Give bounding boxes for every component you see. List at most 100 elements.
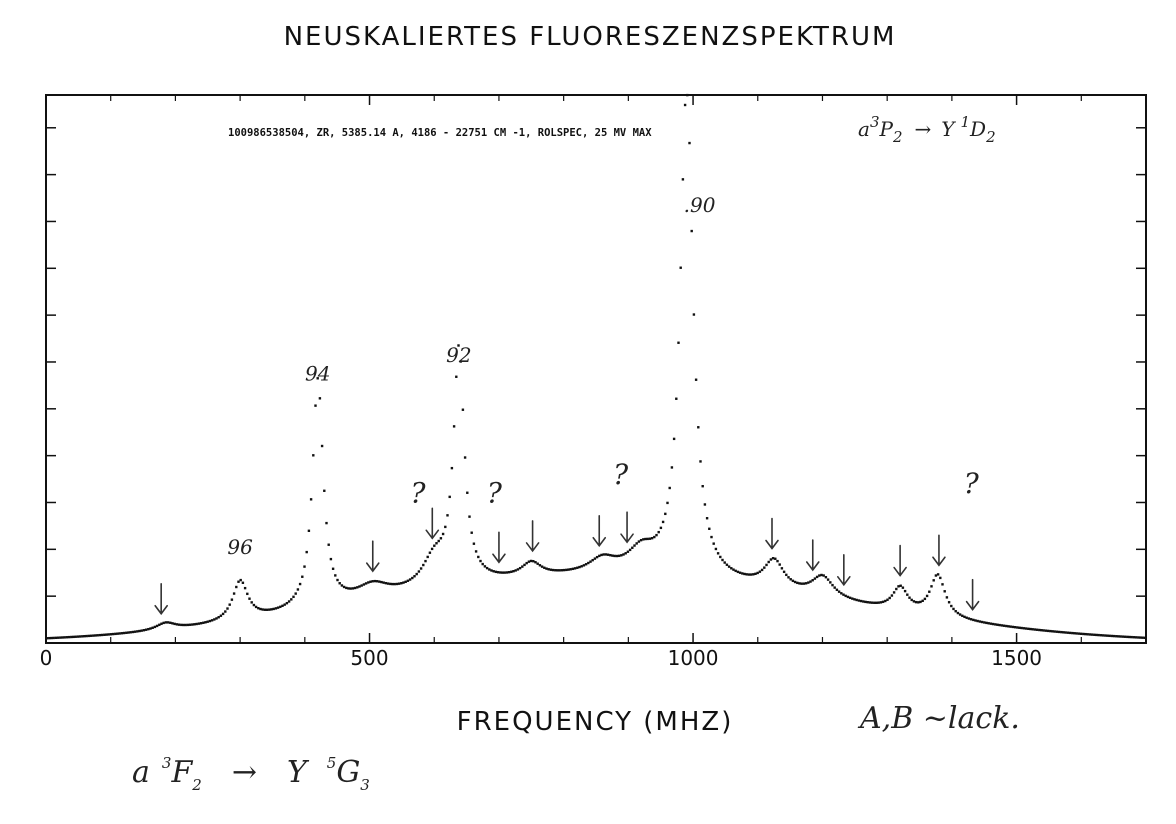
data-point <box>237 580 240 583</box>
data-point <box>1011 625 1015 629</box>
data-point <box>463 456 467 459</box>
x-tick-label: 500 <box>350 646 388 670</box>
data-point <box>653 535 656 539</box>
data-point <box>939 576 942 580</box>
data-point <box>736 570 740 574</box>
data-point <box>228 603 231 606</box>
data-point <box>529 559 533 563</box>
data-point <box>578 565 581 569</box>
data-point <box>331 567 335 570</box>
data-point <box>815 575 819 579</box>
data-point <box>1143 636 1147 640</box>
data-point <box>455 375 458 378</box>
bottom-note-lower: a <box>132 755 150 790</box>
data-point <box>1057 630 1061 634</box>
data-point <box>569 568 572 571</box>
data-point <box>263 608 267 611</box>
data-point <box>512 570 515 573</box>
data-point <box>846 595 850 599</box>
data-point <box>70 635 73 639</box>
data-point <box>215 617 218 620</box>
data-point <box>1020 626 1023 630</box>
data-point <box>1013 626 1017 629</box>
data-point <box>347 587 350 590</box>
data-point <box>369 580 372 583</box>
data-point <box>1121 635 1125 638</box>
data-point <box>1044 629 1048 632</box>
data-point <box>873 601 876 604</box>
data-point <box>930 585 933 588</box>
annotation-arrow <box>805 539 820 572</box>
data-point <box>820 573 823 577</box>
data-point <box>648 537 652 540</box>
data-point <box>1141 636 1144 639</box>
handwritten-annotations: 96 94 92 .90???? <box>154 193 980 616</box>
data-point <box>1134 636 1138 639</box>
data-point <box>657 530 660 534</box>
data-point <box>505 571 509 574</box>
data-point <box>1068 631 1072 635</box>
data-point <box>149 627 152 630</box>
data-point <box>1031 628 1034 631</box>
data-point <box>534 561 537 564</box>
data-point <box>169 621 172 624</box>
data-point <box>472 542 476 545</box>
data-point <box>109 633 113 636</box>
bottom-note-arrow: → <box>232 755 257 790</box>
data-point <box>301 575 304 578</box>
data-point <box>1099 634 1103 637</box>
data-point <box>59 636 62 639</box>
data-point <box>945 596 949 599</box>
data-point <box>950 604 953 608</box>
data-point <box>103 633 106 636</box>
data-point <box>494 570 498 574</box>
data-point <box>129 631 132 634</box>
data-point <box>334 574 337 577</box>
data-point <box>83 634 86 638</box>
bottom-note-upper-term: G <box>336 755 360 790</box>
data-point <box>868 601 872 604</box>
data-point <box>342 585 346 589</box>
axis-ticks <box>45 95 1146 643</box>
data-point <box>811 579 814 582</box>
data-point <box>899 584 902 587</box>
data-point <box>677 341 680 344</box>
data-point <box>448 495 451 499</box>
data-point <box>199 622 203 625</box>
data-point <box>349 587 352 590</box>
data-point <box>219 614 223 617</box>
data-point <box>1090 633 1094 636</box>
data-point <box>375 580 379 583</box>
data-point <box>818 574 821 577</box>
data-point <box>829 581 832 584</box>
x-tick-labels: 0 500 1000 1500 <box>40 646 1042 670</box>
data-point <box>496 571 500 574</box>
header-transition-lower-sub: 2 <box>892 128 903 146</box>
data-point <box>881 600 885 604</box>
data-point <box>774 557 777 560</box>
data-point <box>620 554 623 557</box>
data-point <box>1024 627 1028 630</box>
data-point <box>538 564 542 567</box>
data-point <box>76 635 80 638</box>
data-point <box>1119 635 1122 638</box>
annotation-arrow <box>837 554 851 587</box>
data-point <box>510 570 513 573</box>
data-point <box>474 550 478 553</box>
data-point <box>327 543 330 546</box>
data-point <box>210 619 214 622</box>
data-point <box>892 591 896 594</box>
data-point <box>633 544 636 547</box>
data-point <box>983 621 986 624</box>
data-point <box>173 622 176 626</box>
data-point <box>285 601 289 605</box>
data-point <box>274 607 278 610</box>
data-point <box>380 580 383 584</box>
data-point <box>439 537 443 540</box>
data-point <box>576 566 579 569</box>
data-point <box>617 554 621 558</box>
data-point <box>105 633 108 636</box>
data-point <box>763 566 766 569</box>
data-point <box>954 610 957 613</box>
data-point <box>769 558 773 561</box>
